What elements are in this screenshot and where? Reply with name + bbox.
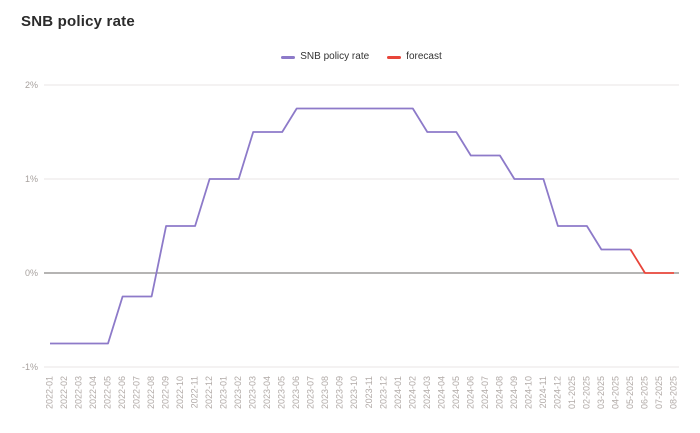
x-tick-label: 2024-04: [436, 376, 446, 409]
x-tick-label: 01-2025: [567, 376, 577, 409]
x-tick-label: 2024-05: [451, 376, 461, 409]
x-tick-label: 2023-10: [349, 376, 359, 409]
y-tick-label: 1%: [25, 174, 38, 184]
legend-swatch-snb-policy-rate: [281, 55, 296, 59]
x-tick-label: 2023-12: [378, 376, 388, 409]
legend-item-forecast[interactable]: forecast: [387, 52, 442, 62]
x-tick-label: 2024-12: [552, 376, 562, 409]
x-tick-label: 2023-06: [291, 376, 301, 409]
x-tick-label: 03-2025: [596, 376, 606, 409]
x-tick-label: 2023-08: [320, 376, 330, 409]
series-line-forecast[interactable]: [629, 249, 675, 274]
x-tick-label: 2022-07: [132, 376, 142, 409]
x-tick-label: 2022-03: [74, 376, 84, 409]
x-tick-label: 02-2025: [581, 376, 591, 409]
x-tick-label: 2023-01: [219, 376, 229, 409]
legend: SNB policy rate forecast: [44, 52, 679, 62]
x-tick-label: 08-2025: [669, 376, 679, 409]
x-tick-label: 04-2025: [610, 376, 620, 409]
x-tick-label: 2022-09: [161, 376, 171, 409]
x-tick-label: 2024-10: [523, 376, 533, 409]
x-tick-label: 2024-01: [393, 376, 403, 409]
x-tick-label: 2023-02: [233, 376, 243, 409]
x-tick-label: 2024-06: [465, 376, 475, 409]
x-tick-label: 2022-01: [45, 376, 55, 409]
y-tick-label: -1%: [22, 362, 38, 372]
y-tick-label: 0%: [25, 268, 38, 278]
x-tick-label: 2024-08: [494, 376, 504, 409]
x-tick-label: 2024-07: [480, 376, 490, 409]
x-tick-label: 2024-11: [538, 376, 548, 408]
x-tick-label: 2024-09: [509, 376, 519, 409]
x-tick-label: 07-2025: [654, 376, 664, 409]
x-tick-label: 06-2025: [639, 376, 649, 409]
x-tick-label: 2023-11: [364, 376, 374, 408]
x-tick-label: 2022-11: [190, 376, 200, 408]
y-tick-label: 2%: [25, 80, 38, 90]
x-tick-label: 2023-05: [277, 376, 287, 409]
x-tick-label: 2023-03: [248, 376, 258, 409]
x-tick-label: 2022-02: [59, 376, 69, 409]
x-tick-label: 05-2025: [625, 376, 635, 409]
x-tick-label: 2024-03: [422, 376, 432, 409]
chart-title: SNB policy rate: [21, 13, 135, 30]
x-tick-label: 2023-07: [306, 376, 316, 409]
x-tick-label: 2022-08: [146, 376, 156, 409]
x-tick-label: 2022-10: [175, 376, 185, 409]
x-tick-label: 2022-06: [117, 376, 127, 409]
series-line-snb-policy-rate[interactable]: [50, 107, 631, 345]
legend-label-forecast: forecast: [406, 51, 442, 62]
legend-item-snb-policy-rate[interactable]: SNB policy rate: [281, 52, 369, 62]
x-tick-label: 2023-04: [262, 376, 272, 409]
x-tick-label: 2022-12: [204, 376, 214, 409]
legend-swatch-forecast: [387, 55, 402, 59]
x-tick-label: 2022-05: [103, 376, 113, 409]
x-tick-label: 2024-02: [407, 376, 417, 409]
x-tick-label: 2022-04: [88, 376, 98, 409]
x-tick-label: 2023-09: [335, 376, 345, 409]
legend-label-snb-policy-rate: SNB policy rate: [300, 51, 370, 62]
